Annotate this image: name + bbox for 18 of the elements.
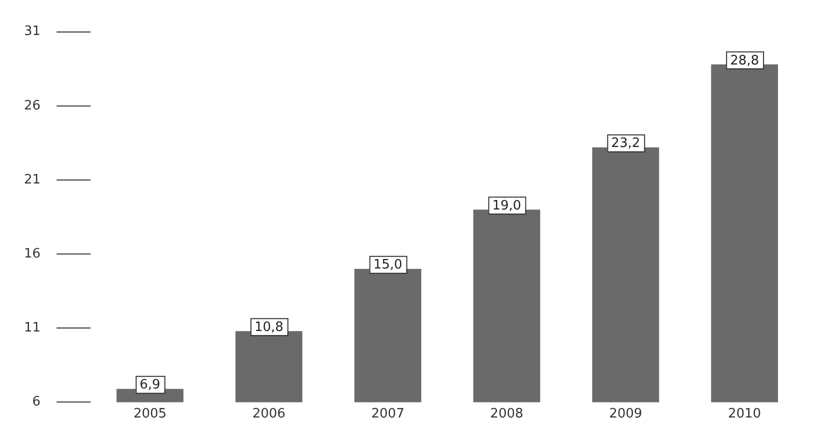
y-tick-label: 31 [24, 24, 41, 40]
data-label: 19,0 [492, 198, 522, 214]
x-tick-label: 2008 [490, 406, 524, 422]
data-label: 15,0 [373, 258, 402, 273]
x-tick-label: 2006 [252, 406, 286, 422]
data-label: 28,8 [730, 53, 760, 68]
y-tick-label: 16 [24, 246, 41, 262]
y-tick-label: 21 [24, 172, 41, 188]
x-tick-label: 2007 [371, 406, 404, 422]
data-label: 6,9 [140, 378, 160, 393]
y-tick-label: 11 [24, 320, 41, 336]
data-label: 23,2 [611, 136, 640, 152]
y-tick-label: 26 [24, 98, 41, 114]
x-tick-label: 2005 [133, 406, 167, 422]
y-tick-label: 6 [32, 394, 41, 410]
x-tick-label: 2009 [609, 406, 642, 422]
x-tick-label: 2010 [728, 406, 762, 422]
data-label: 10,8 [254, 320, 284, 335]
